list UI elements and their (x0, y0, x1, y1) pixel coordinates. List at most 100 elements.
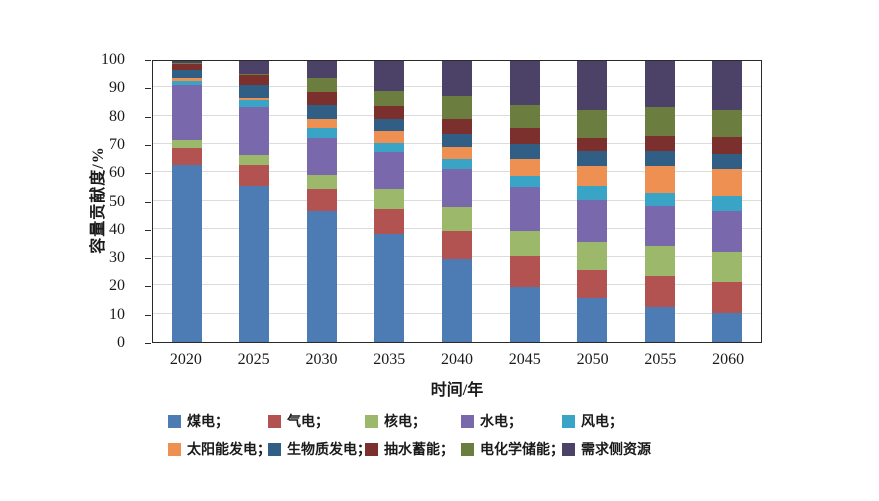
segment-nuclear-2030 (306, 174, 337, 189)
segment-hydro-2030 (306, 138, 337, 175)
legend-swatch-wind (562, 414, 575, 428)
segment-hydro-2055 (644, 205, 675, 247)
x-tick-label-2020: 2020 (169, 351, 202, 368)
legend-swatch-solar (168, 442, 181, 456)
x-tick-label-2030: 2030 (305, 351, 338, 368)
segment-pumped-storage-2040 (442, 118, 473, 135)
legend-swatch-biomass (268, 442, 281, 456)
segment-gas-2055 (644, 275, 675, 307)
segment-wind-2035 (374, 142, 405, 153)
y-tick-label-20: 20 (109, 277, 125, 295)
segment-pumped-storage-2020 (171, 63, 202, 70)
segment-coal-2035 (374, 233, 405, 342)
legend-label-solar: 太阳能发电； (187, 443, 271, 458)
legend-label-demand-side: 需求侧资源 (581, 443, 651, 458)
bar-slot-2050 (558, 61, 626, 342)
legend-swatch-demand-side (562, 442, 575, 456)
segment-wind-2020 (171, 80, 202, 85)
segment-coal-2040 (442, 259, 473, 342)
segment-nuclear-2025 (239, 155, 270, 165)
segment-solar-2050 (577, 166, 608, 187)
y-tick-mark-80 (145, 116, 151, 118)
segment-biomass-2020 (171, 69, 202, 78)
y-tick-label-80: 80 (109, 107, 125, 125)
legend-label-biomass: 生物质发电； (287, 443, 371, 458)
segment-hydro-2020 (171, 84, 202, 140)
segment-biomass-2045 (509, 143, 540, 160)
segment-nuclear-2040 (442, 207, 473, 232)
segment-coal-2050 (577, 298, 608, 342)
y-tick-mark-50 (145, 201, 151, 203)
legend-item-solar: 太阳能发电； (168, 439, 271, 459)
y-tick-label-0: 0 (117, 334, 125, 351)
legend-label-gas: 气电； (287, 415, 329, 430)
stacked-bar-2040 (442, 61, 473, 342)
segment-pumped-storage-2030 (306, 91, 337, 105)
segment-gas-2045 (509, 256, 540, 288)
x-tick-label-2035: 2035 (373, 351, 406, 368)
segment-hydro-2050 (577, 200, 608, 243)
segment-wind-2055 (644, 193, 675, 206)
segment-electrochemical-storage-2040 (442, 96, 473, 119)
y-tick-mark-90 (145, 88, 151, 90)
segment-solar-2040 (442, 146, 473, 160)
segment-coal-2025 (239, 186, 270, 342)
segment-gas-2050 (577, 270, 608, 299)
segment-solar-2025 (239, 97, 270, 101)
stacked-bar-2030 (306, 61, 337, 342)
segment-coal-2030 (306, 211, 337, 342)
legend-label-wind: 风电； (581, 415, 623, 430)
bar-slot-2055 (626, 61, 694, 342)
segment-gas-2030 (306, 188, 337, 212)
segment-coal-2055 (644, 306, 675, 342)
segment-biomass-2060 (712, 153, 743, 170)
segment-gas-2035 (374, 208, 405, 234)
y-tick-label-60: 60 (109, 164, 125, 182)
stacked-bar-2020 (171, 61, 202, 342)
segment-demand-side-2055 (644, 61, 675, 108)
x-tick-label-2055: 2055 (644, 351, 677, 368)
segment-pumped-storage-2035 (374, 106, 405, 119)
bar-slot-2045 (491, 61, 559, 342)
segment-biomass-2055 (644, 150, 675, 167)
segment-solar-2060 (712, 169, 743, 196)
segment-pumped-storage-2060 (712, 136, 743, 154)
y-tick-label-10: 10 (109, 305, 125, 323)
y-tick-mark-30 (145, 258, 151, 260)
x-tick-label-2040: 2040 (441, 351, 474, 368)
bar-series-container (153, 61, 761, 342)
segment-solar-2045 (509, 159, 540, 177)
legend-swatch-gas (268, 414, 281, 428)
y-tick-label-70: 70 (109, 135, 125, 153)
stacked-bar-2055 (644, 61, 675, 342)
segment-coal-2060 (712, 312, 743, 342)
legend-item-demand-side: 需求侧资源 (562, 439, 651, 459)
x-tick-label-2050: 2050 (576, 351, 609, 368)
segment-pumped-storage-2025 (239, 75, 270, 85)
segment-biomass-2050 (577, 150, 608, 167)
legend-label-pumped-storage: 抽水蓄能； (384, 443, 454, 458)
legend-item-pumped-storage: 抽水蓄能； (365, 439, 461, 459)
bar-slot-2025 (221, 61, 289, 342)
y-tick-mark-60 (145, 173, 151, 175)
legend-item-hydro: 水电； (461, 411, 562, 431)
y-tick-mark-0 (145, 343, 151, 344)
y-tick-mark-40 (145, 229, 151, 231)
stacked-bar-2050 (577, 61, 608, 342)
y-tick-mark-20 (145, 286, 151, 288)
segment-wind-2030 (306, 128, 337, 139)
segment-coal-2045 (509, 287, 540, 342)
segment-solar-2030 (306, 118, 337, 129)
plot-area (152, 60, 762, 343)
legend-item-biomass: 生物质发电； (268, 439, 371, 459)
segment-biomass-2025 (239, 84, 270, 98)
legend-item-gas: 气电； (268, 411, 365, 431)
segment-demand-side-2035 (374, 61, 405, 91)
segment-demand-side-2060 (712, 61, 743, 111)
legend-item-coal: 煤电； (168, 411, 268, 431)
segment-coal-2020 (171, 164, 202, 342)
x-axis-title: 时间/年 (430, 382, 484, 399)
segment-pumped-storage-2050 (577, 138, 608, 151)
segment-biomass-2035 (374, 118, 405, 132)
x-tick-label-2045: 2045 (508, 351, 541, 368)
